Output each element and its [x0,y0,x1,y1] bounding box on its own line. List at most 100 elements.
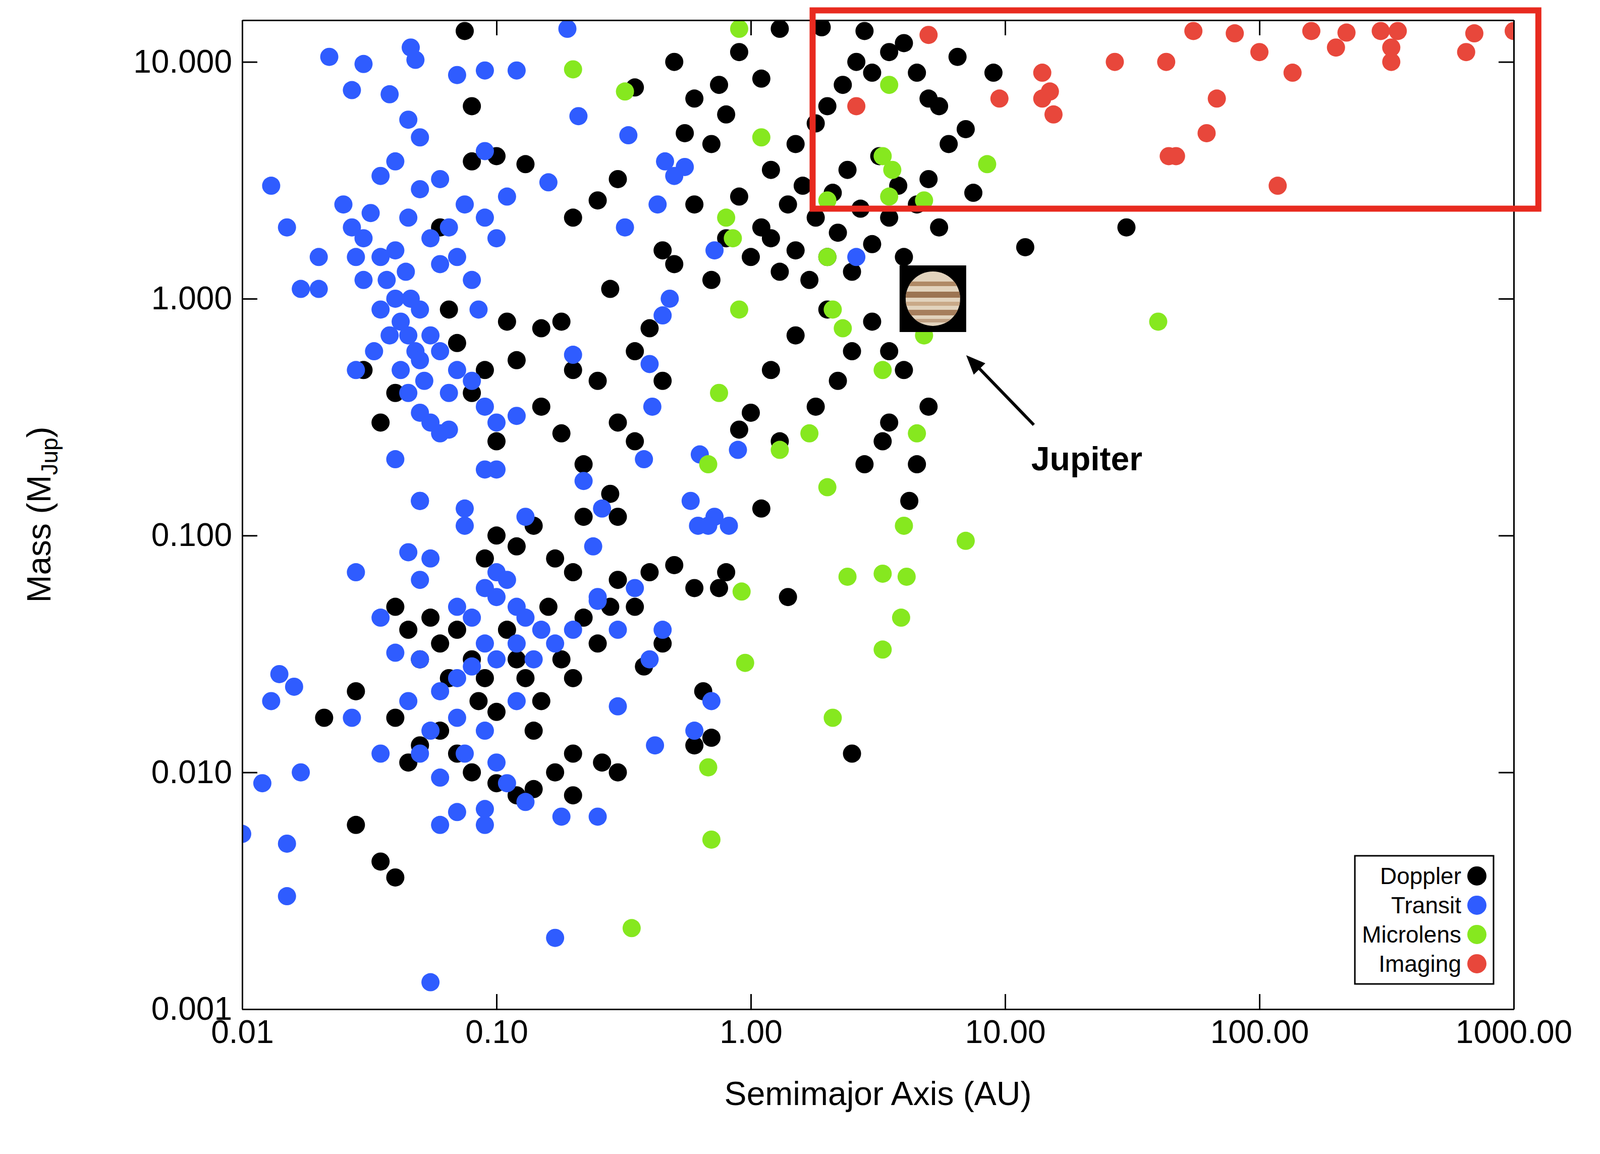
point [752,128,771,147]
point [716,563,736,582]
point [564,620,583,639]
point [929,96,949,116]
point [645,736,665,755]
point [334,195,353,214]
point [399,620,418,639]
point [608,413,627,432]
point [907,63,926,82]
point [261,176,281,195]
tick-mark [495,20,498,36]
point [516,507,535,526]
point [380,85,399,104]
point [741,403,760,422]
point [380,326,399,345]
point [564,345,583,364]
point [1382,38,1401,57]
point [779,587,798,606]
point [702,270,721,290]
tick [1498,62,1514,63]
legend-marker [1467,895,1487,915]
point [640,563,659,582]
point [242,824,252,844]
point [462,96,481,116]
point [574,507,593,526]
point [919,397,938,416]
point [588,807,608,826]
point [1283,63,1302,82]
point [770,440,789,460]
tick-mark [242,1008,258,1011]
tick-mark [242,298,258,300]
point [314,708,334,728]
point [396,262,415,282]
point [410,491,429,511]
point [430,254,450,273]
legend-marker [1467,924,1487,945]
point [448,597,467,617]
point [588,371,608,391]
tick-mark [1498,771,1514,774]
point [475,634,494,653]
point [385,708,405,728]
point [699,758,718,777]
legend-label: Imaging [1378,950,1462,977]
point [421,549,440,568]
point [1337,23,1356,42]
tick-mark [242,534,258,537]
point [439,383,459,403]
point [956,531,975,550]
point [728,440,747,460]
series-1 [242,20,866,992]
point [786,326,805,345]
tick-mark [750,20,752,36]
point [730,420,749,439]
point [399,542,418,562]
point [685,195,704,214]
point [879,187,899,206]
point [291,280,310,299]
tick: 0.010 [151,753,258,791]
point [399,326,418,345]
point [1184,21,1203,40]
point [800,424,819,443]
icon-frame [899,265,967,333]
point [1457,42,1476,62]
axis-line [1513,20,1515,1010]
y-axis-right [1498,20,1515,1010]
point [574,471,593,490]
point [894,33,913,52]
point [430,342,450,361]
point [346,563,365,582]
point [665,556,684,575]
point [552,650,571,669]
point [430,815,450,835]
point [608,170,627,189]
point [640,319,659,338]
annotation-arrowhead [966,355,986,375]
point [900,491,919,511]
tick: 0.001 [151,990,258,1027]
point [608,507,627,526]
point [588,191,608,210]
point [939,134,958,153]
tick: 100.00 [1210,994,1310,1051]
point [507,634,526,653]
point [730,187,749,206]
tick [750,20,752,36]
point [948,47,967,67]
point [342,81,361,100]
point [833,319,852,338]
series-2 [564,20,1168,937]
point [929,218,949,237]
point [455,499,474,518]
point [752,499,771,518]
point [371,300,390,319]
point [261,691,281,710]
point [448,247,467,266]
point [475,208,494,227]
point [855,21,874,40]
point [1044,105,1063,124]
point [507,537,526,556]
point [558,20,577,38]
point [516,608,535,627]
